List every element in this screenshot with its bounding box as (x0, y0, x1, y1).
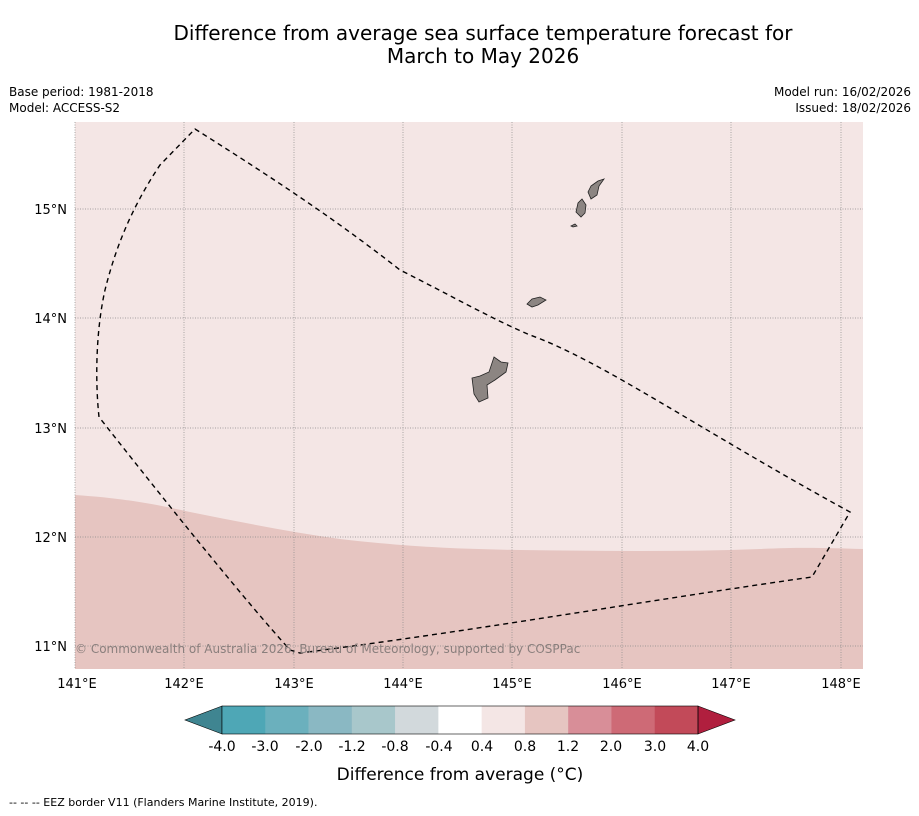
lat-label: 15°N (34, 203, 67, 218)
colorbar-label: Difference from average (°C) (337, 765, 584, 785)
meta-left: Base period: 1981-2018 Model: ACCESS-S2 (9, 84, 154, 116)
colorbar-tick: 4.0 (687, 739, 709, 755)
colorbar-cell (222, 706, 266, 734)
colorbar: -4.0 -3.0 -2.0 -1.2 -0.8 -0.4 0.4 0.8 1.… (184, 705, 736, 785)
guam-island (471, 356, 509, 403)
colorbar-tick: 0.4 (471, 739, 493, 755)
rota-island (526, 296, 547, 308)
map-area: © Commonwealth of Australia 2026, Bureau… (74, 122, 863, 669)
tinian-island (575, 198, 587, 218)
title-line-2: March to May 2026 (386, 44, 580, 68)
colorbar-cell (654, 706, 699, 734)
lon-label: 145°E (492, 677, 532, 692)
colorbar-tick: 0.8 (514, 739, 536, 755)
colorbar-tick: 1.2 (557, 739, 579, 755)
colorbar-tick: -1.2 (338, 739, 365, 755)
colorbar-cell (481, 706, 526, 734)
model-name: Model: ACCESS-S2 (9, 101, 121, 115)
lat-labels: 15°N 14°N 13°N 12°N 11°N (34, 203, 67, 655)
colorbar-cell (438, 706, 482, 734)
colorbar-cell (611, 706, 656, 734)
colorbar-tick: -0.8 (381, 739, 408, 755)
colorbar-frame (221, 705, 699, 735)
lat-label: 13°N (34, 422, 67, 437)
colorbar-cell (351, 706, 396, 734)
colorbar-tick: 3.0 (644, 739, 666, 755)
colorbar-tick: -2.0 (295, 739, 322, 755)
lon-label: 148°E (821, 677, 861, 692)
lon-labels: 141°E 142°E 143°E 144°E 145°E 146°E 147°… (57, 677, 861, 692)
lon-label: 142°E (164, 677, 204, 692)
copyright-text: © Commonwealth of Australia 2026, Bureau… (75, 642, 580, 656)
meta-right: Model run: 16/02/2026 Issued: 18/02/2026 (774, 84, 911, 116)
issued-date: Issued: 18/02/2026 (795, 101, 911, 115)
colorbar-cell (308, 706, 353, 734)
colorbar-cell (568, 706, 612, 734)
saipan-island (587, 178, 606, 200)
lon-label: 143°E (274, 677, 314, 692)
eez-border (96, 128, 851, 654)
colorbar-tick: -0.4 (425, 739, 452, 755)
colorbar-tick: 2.0 (600, 739, 622, 755)
lon-label: 147°E (711, 677, 751, 692)
model-run: Model run: 16/02/2026 (773, 85, 911, 99)
base-period: Base period: 1981-2018 (9, 85, 154, 99)
colorbar-cells (222, 706, 699, 734)
colorbar-cell (395, 706, 439, 734)
lat-label: 12°N (34, 531, 67, 546)
aguijan-island (570, 223, 578, 228)
lon-label: 144°E (383, 677, 423, 692)
lon-label: 141°E (57, 677, 97, 692)
lon-label: 146°E (602, 677, 642, 692)
lat-label: 14°N (34, 312, 67, 327)
colorbar-cell (524, 706, 569, 734)
colorbar-ticks: -4.0 -3.0 -2.0 -1.2 -0.8 -0.4 0.4 0.8 1.… (208, 739, 709, 755)
colorbar-under-arrow (184, 705, 223, 735)
graticule (74, 122, 863, 669)
colorbar-cell (265, 706, 309, 734)
colorbar-tick: -4.0 (208, 739, 235, 755)
sst-band-0-8-1-2 (75, 495, 863, 669)
title-line-1: Difference from average sea surface temp… (173, 21, 793, 45)
colorbar-over-arrow (697, 705, 736, 735)
map-title: Difference from average sea surface temp… (0, 22, 919, 68)
colorbar-tick: -3.0 (251, 739, 278, 755)
islands (471, 178, 606, 403)
lat-label: 11°N (34, 640, 67, 655)
eez-legend-note: -- -- -- EEZ border V11 (Flanders Marine… (9, 796, 318, 809)
